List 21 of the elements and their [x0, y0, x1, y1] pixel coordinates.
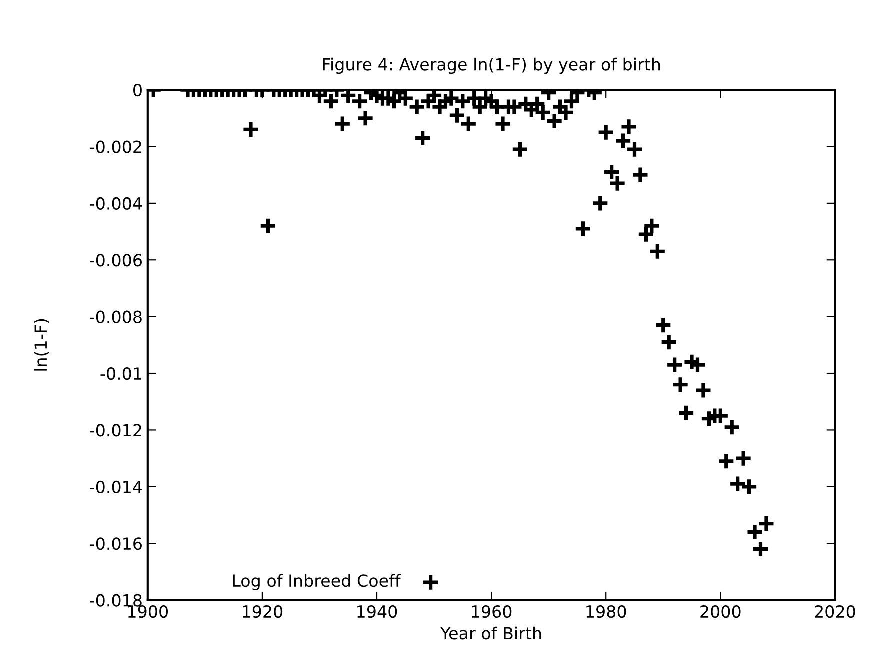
x-axis-title: Year of Birth	[440, 626, 542, 640]
y-tick-label: -0.018	[90, 594, 142, 607]
x-tick-label: 1920	[243, 605, 283, 618]
y-tick-label: -0.012	[90, 424, 142, 437]
x-tick-label: 1900	[128, 605, 168, 618]
y-tick-label: -0.004	[90, 197, 142, 210]
y-tick-label: -0.01	[100, 367, 142, 380]
y-tick-label: -0.006	[90, 254, 142, 267]
x-tick-label: 1940	[358, 605, 398, 618]
y-tick-label: -0.002	[90, 140, 142, 154]
legend-label: Log of Inbreed Coeff	[233, 574, 402, 590]
y-axis-title: ln(1-F)	[34, 319, 50, 371]
x-tick-label: 1980	[586, 605, 626, 618]
y-tick-label: -0.008	[90, 310, 142, 324]
x-tick-label: 1960	[472, 605, 512, 618]
x-tick-label: 2020	[815, 605, 856, 618]
y-tick-label: 0	[134, 84, 142, 97]
y-tick-label: -0.016	[90, 538, 142, 550]
y-tick-label: -0.014	[90, 480, 142, 494]
chart-title: Figure 4: Average ln(1-F) by year of birth	[323, 58, 660, 74]
x-tick-label: 2000	[700, 605, 741, 618]
